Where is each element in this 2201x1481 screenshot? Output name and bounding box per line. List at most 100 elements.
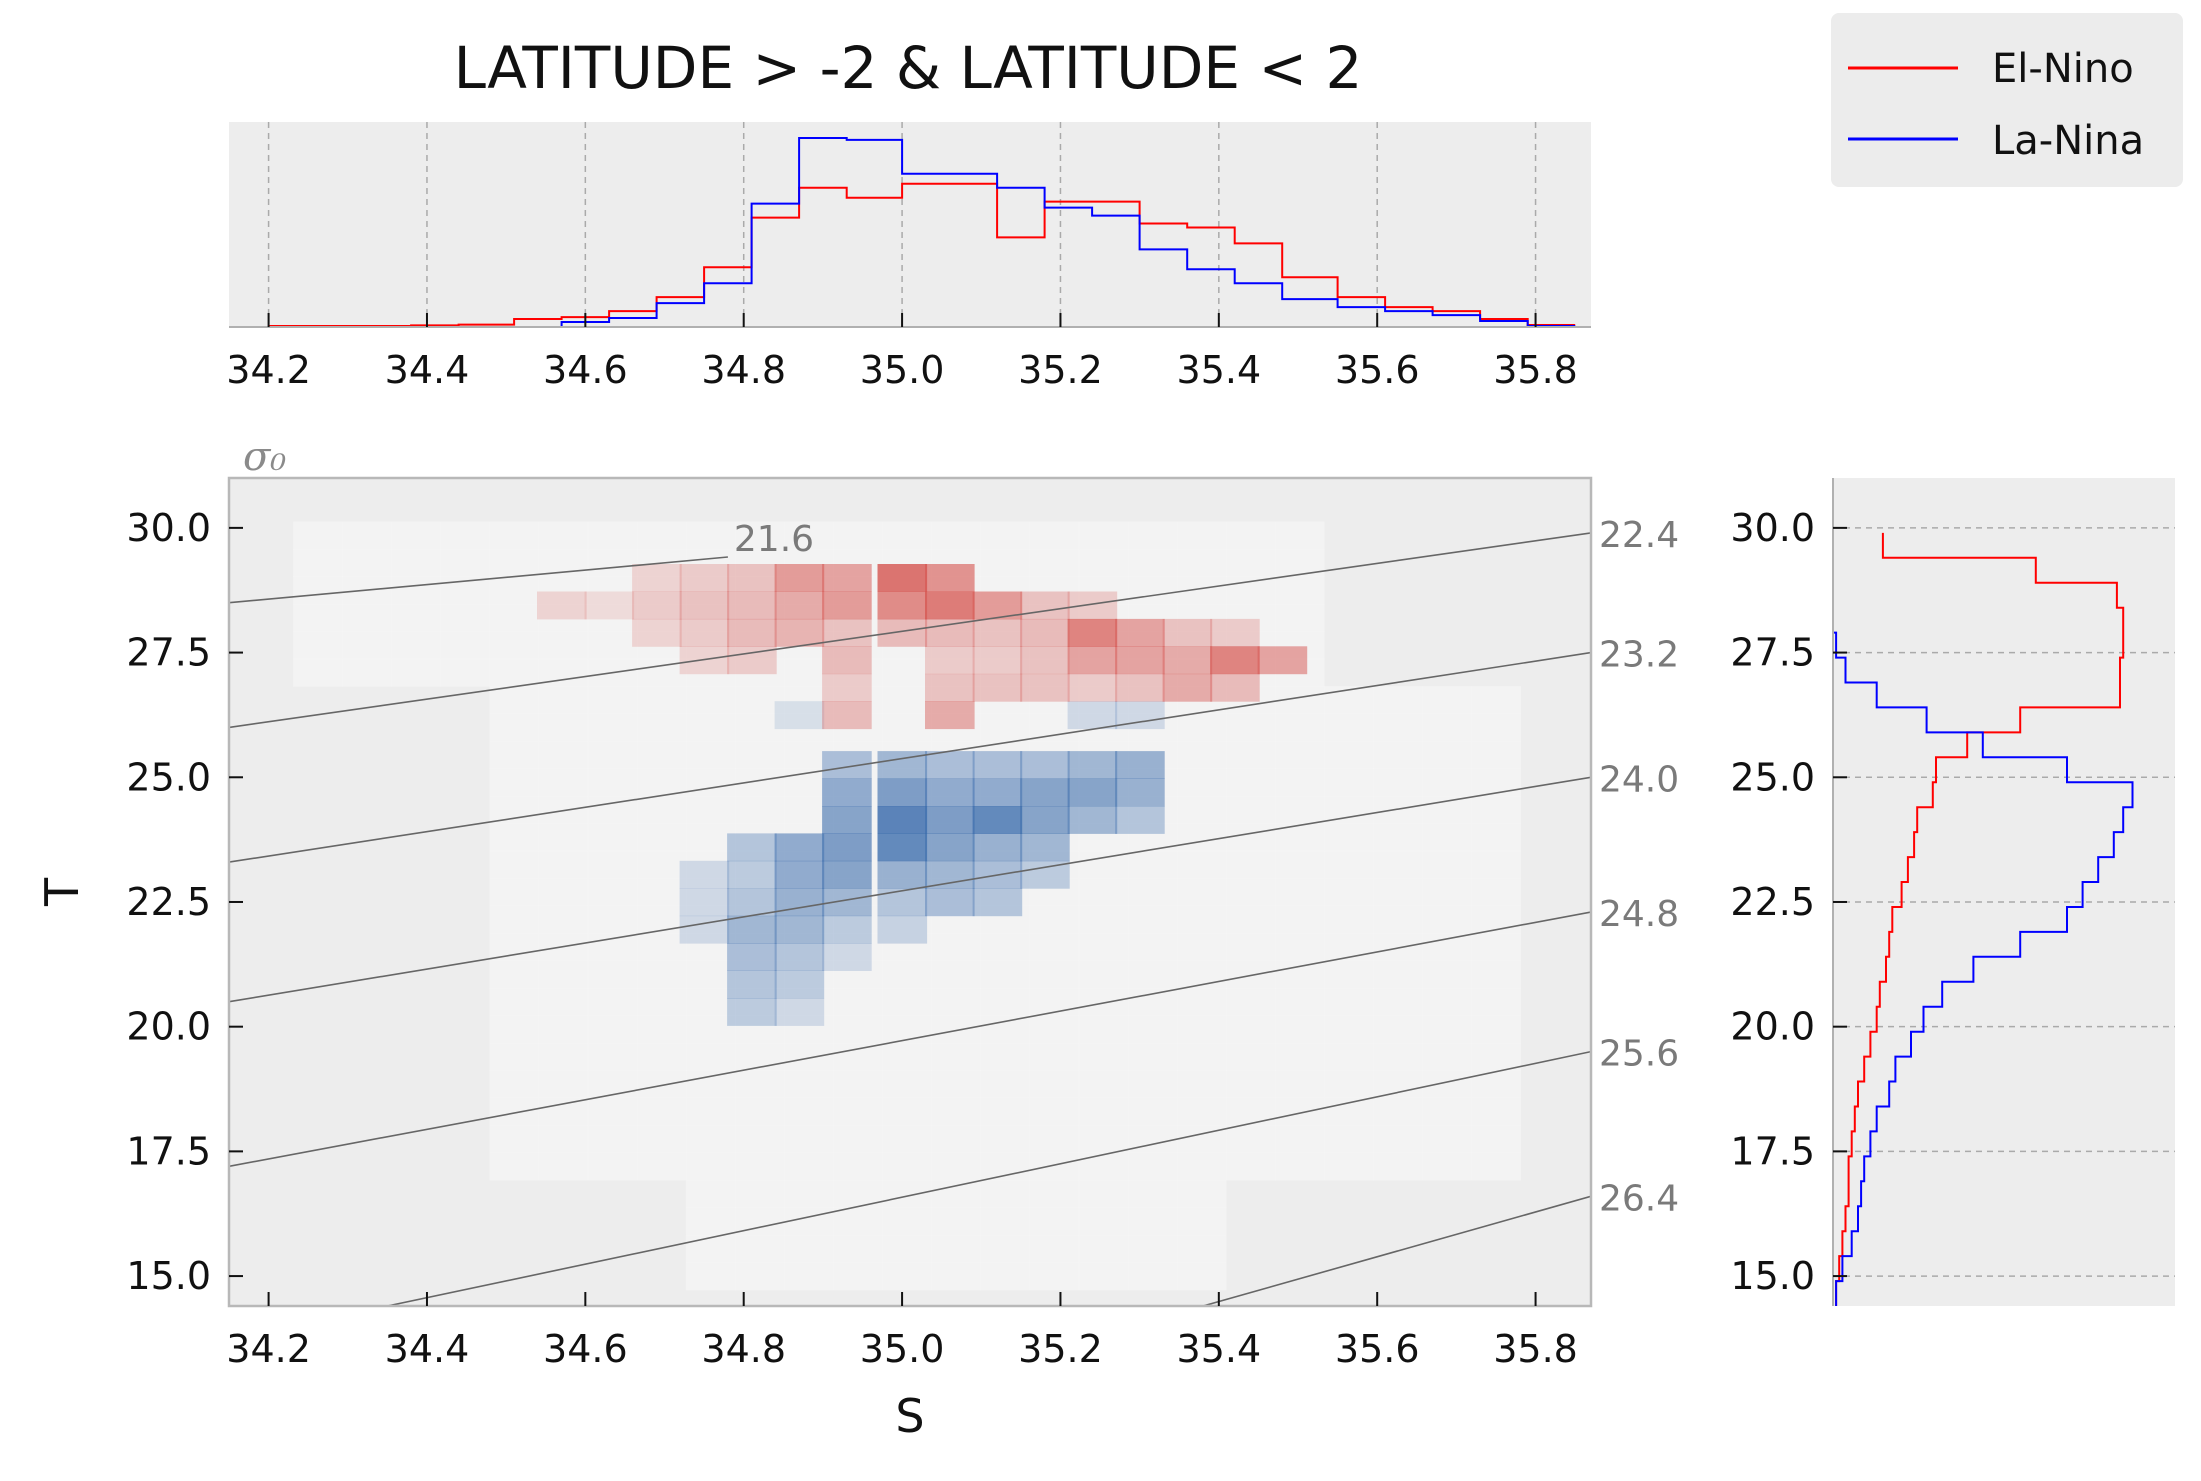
- heatmap-cell-el-nino: [727, 591, 777, 620]
- top-x-tick-label: 35.4: [1177, 348, 1262, 392]
- heatmap-cell-neutral: [1373, 686, 1423, 715]
- heatmap-cell-neutral: [391, 658, 441, 687]
- heatmap-cell-neutral: [1275, 960, 1325, 989]
- heatmap-cell-neutral: [1226, 741, 1276, 769]
- heatmap-cell-neutral: [538, 768, 589, 797]
- heatmap-cell-la-nina: [679, 860, 730, 889]
- heatmap-cell-neutral: [1029, 549, 1080, 577]
- heatmap-cell-el-nino: [727, 618, 777, 647]
- heatmap-cell-neutral: [1078, 1207, 1129, 1236]
- heatmap-cell-neutral: [587, 933, 638, 962]
- heatmap-cell-neutral: [1226, 768, 1276, 797]
- heatmap-cell-neutral: [293, 631, 343, 660]
- heatmap-cell-neutral: [1127, 850, 1178, 879]
- heatmap-cell-neutral: [882, 933, 932, 962]
- heatmap-cell-neutral: [342, 521, 392, 550]
- heatmap-cell-neutral: [685, 1097, 736, 1126]
- heatmap-cell-la-nina: [727, 888, 777, 917]
- heatmap-cell-la-nina: [1067, 751, 1118, 779]
- heatmap-cell-neutral: [882, 1125, 932, 1154]
- heatmap-cell-el-nino: [1115, 673, 1165, 702]
- heatmap-cell-neutral: [587, 631, 638, 660]
- heatmap-cell-neutral: [1029, 1207, 1080, 1236]
- heatmap-cell-neutral: [784, 960, 834, 989]
- heatmap-cell-neutral: [1275, 741, 1325, 769]
- heatmap-cell-neutral: [1324, 713, 1374, 742]
- density-contour: [229, 532, 1591, 729]
- heatmap-cell-neutral: [1176, 603, 1227, 632]
- heatmap-cell-neutral: [685, 878, 736, 907]
- contour-label: 21.6: [734, 519, 814, 560]
- y-tick-label: 22.5: [126, 880, 211, 924]
- heatmap-cell-neutral: [538, 631, 589, 660]
- heatmap-cell-neutral: [1324, 988, 1374, 1016]
- heatmap-cell-la-nina: [1020, 751, 1070, 779]
- heatmap-cell-neutral: [1029, 933, 1080, 962]
- heatmap-cell-neutral: [980, 960, 1031, 989]
- heatmap-cell-neutral: [1324, 905, 1374, 934]
- heatmap-cell-neutral: [980, 713, 1031, 742]
- heatmap-cell-neutral: [1275, 1152, 1325, 1181]
- heatmap-cell-neutral: [636, 1070, 687, 1099]
- heatmap-cell-neutral: [1029, 960, 1080, 989]
- heatmap-cell-neutral: [685, 1234, 736, 1263]
- heatmap-cell-neutral: [1029, 576, 1080, 605]
- heatmap-cell-neutral: [882, 1234, 932, 1263]
- heatmap-cell-neutral: [1176, 933, 1227, 962]
- heatmap-cell-neutral: [1078, 1234, 1129, 1263]
- heatmap-cell-neutral: [1422, 1097, 1472, 1126]
- heatmap-cell-neutral: [538, 850, 589, 879]
- heatmap-cell-la-nina: [822, 778, 872, 807]
- heatmap-cell-neutral: [587, 741, 638, 769]
- heatmap-cell-la-nina: [727, 943, 777, 971]
- heatmap-cell-neutral: [735, 796, 785, 824]
- heatmap-cell-neutral: [685, 1207, 736, 1236]
- heatmap-cell-neutral: [1127, 905, 1178, 934]
- heatmap-cell-neutral: [784, 1125, 834, 1154]
- contour-label: 26.4: [1599, 1178, 1679, 1219]
- heatmap-cell-neutral: [833, 988, 883, 1016]
- y-tick-label: 17.5: [126, 1129, 211, 1173]
- heatmap-cell-neutral: [735, 1070, 785, 1099]
- heatmap-cell-neutral: [1029, 1125, 1080, 1154]
- heatmap-cell-neutral: [1275, 713, 1325, 742]
- heatmap-cell-la-nina: [727, 970, 777, 999]
- top-panel-background: [229, 122, 1591, 327]
- heatmap-cell-neutral: [489, 768, 540, 797]
- density-contour: [229, 911, 1591, 1168]
- heatmap-cell-neutral: [636, 933, 687, 962]
- heatmap-cell-neutral: [685, 713, 736, 742]
- heatmap-cell-el-nino: [774, 591, 825, 620]
- heatmap-cell-la-nina: [822, 915, 872, 944]
- heatmap-cell-neutral: [391, 631, 441, 660]
- heatmap-cell-neutral: [1176, 1180, 1227, 1208]
- heatmap-cell-neutral: [587, 521, 638, 550]
- heatmap-cell-neutral: [1373, 796, 1423, 824]
- legend: El-Nino La-Nina: [1831, 13, 2183, 187]
- heatmap-cell-el-nino: [679, 591, 730, 620]
- heatmap-cell-neutral: [685, 768, 736, 797]
- heatmap-cell-neutral: [489, 823, 540, 852]
- heatmap-cell-la-nina: [877, 806, 928, 834]
- heatmap-cell-neutral: [1422, 960, 1472, 989]
- heatmap-cell-neutral: [489, 796, 540, 824]
- heatmap-cell-neutral: [1127, 933, 1178, 962]
- heatmap-cell-neutral: [587, 549, 638, 577]
- heatmap-cell-neutral: [293, 658, 343, 687]
- heatmap-cell-el-nino: [822, 618, 872, 647]
- x-axis-label: S: [895, 1389, 924, 1443]
- heatmap-cell-neutral: [685, 1042, 736, 1071]
- heatmap-cell-el-nino: [972, 673, 1023, 702]
- heatmap-cell-neutral: [931, 1207, 981, 1236]
- heatmap-cell-neutral: [1127, 549, 1178, 577]
- heatmap-cell-neutral: [1275, 933, 1325, 962]
- heatmap-cell-el-nino: [632, 564, 682, 592]
- heatmap-cell-neutral: [1078, 988, 1129, 1016]
- heatmap-cell-neutral: [1275, 905, 1325, 934]
- heatmap-cell-neutral: [882, 960, 932, 989]
- heatmap-cell-neutral: [1324, 1070, 1374, 1099]
- heatmap-cell-neutral: [489, 521, 540, 550]
- heatmap-cell-neutral: [489, 658, 540, 687]
- heatmap-cell-neutral: [1324, 850, 1374, 879]
- heatmap-cell-neutral: [1422, 1070, 1472, 1099]
